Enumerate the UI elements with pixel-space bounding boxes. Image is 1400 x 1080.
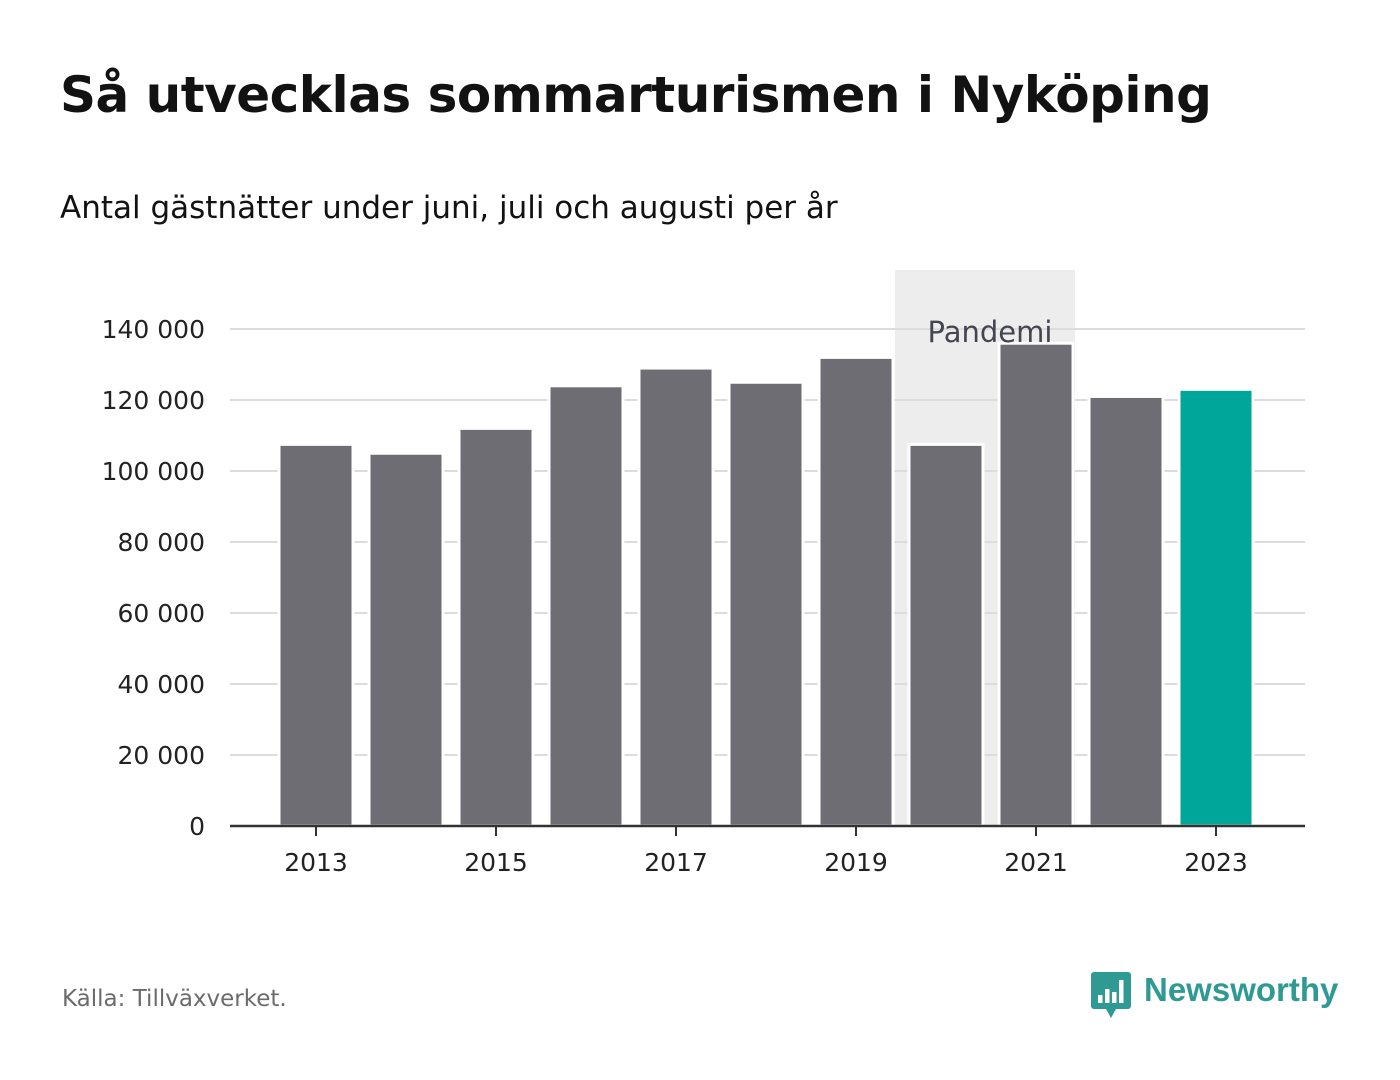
source-note: Källa: Tillväxverket. [62,986,287,1012]
newsworthy-brand[interactable]: Newsworthy [1090,970,1338,1022]
y-tick-label: 40 000 [118,670,205,699]
y-tick-label: 0 [189,812,205,841]
x-tick-label: 2021 [1004,848,1068,877]
x-tick-label: 2019 [824,848,888,877]
bar-2020 [907,442,985,828]
bar-2016 [547,384,625,828]
y-tick-label: 80 000 [118,528,205,557]
pandemic-label: Pandemi [928,315,1053,349]
bar-2019 [817,355,895,828]
bar-2022 [1087,394,1165,828]
y-tick-label: 100 000 [102,457,205,486]
y-tick-label: 60 000 [118,599,205,628]
bar-chart-speech-bubble-icon [1091,972,1131,1018]
bar-2021 [997,341,1075,828]
bar-2017 [637,366,715,828]
bar-2014 [367,451,445,828]
bar-2023 [1177,387,1255,828]
x-tick-label: 2017 [644,848,708,877]
x-tick-label: 2013 [284,848,348,877]
chart-title: Så utvecklas sommarturismen i Nyköping [60,66,1212,124]
bar-2013 [277,442,355,828]
chart-subtitle: Antal gästnätter under juni, juli och au… [60,190,838,226]
y-tick-label: 120 000 [102,386,205,415]
y-tick-label: 140 000 [102,315,205,344]
bar-2018 [727,380,805,828]
x-tick-label: 2023 [1184,848,1248,877]
x-tick-label: 2015 [464,848,528,877]
brand-name: Newsworthy [1144,971,1339,1008]
y-tick-label: 20 000 [118,741,205,770]
bar-chart: 0 20 000 40 000 60 000 80 000 100 000 120 000 1… [102,270,1305,877]
bar-2015 [457,426,535,828]
